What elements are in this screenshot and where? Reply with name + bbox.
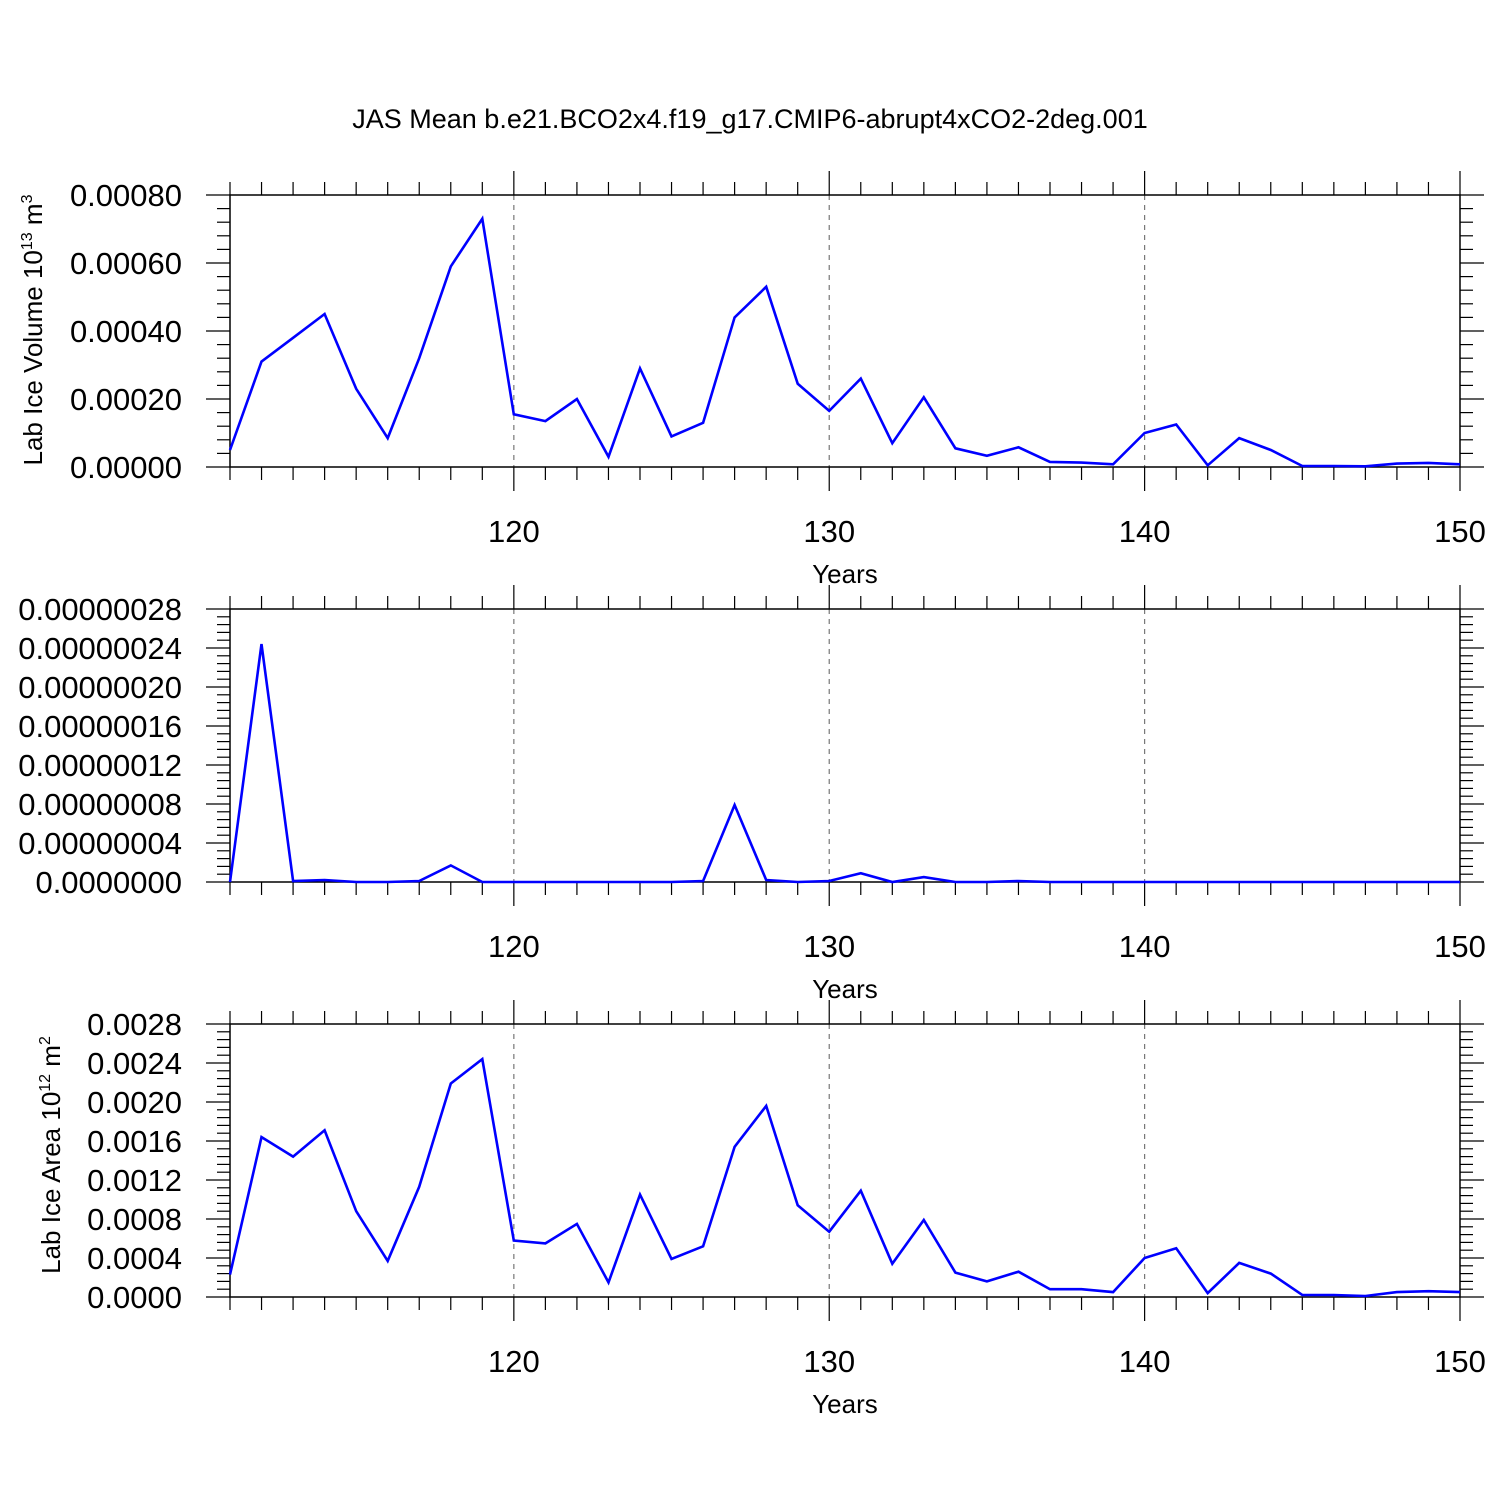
y-tick-label: 0.00000016 bbox=[18, 709, 182, 744]
plot-frame bbox=[229, 194, 1461, 468]
x-tick-label: 140 bbox=[1119, 929, 1171, 964]
y-tick-label: 0.0024 bbox=[87, 1046, 182, 1081]
y-tick-label: 0.00000024 bbox=[18, 631, 182, 666]
y-tick-label: 0.0000 bbox=[87, 1280, 182, 1315]
x-axis-title: Years bbox=[812, 1389, 878, 1419]
series-line bbox=[228, 643, 1460, 884]
panel-3: 120 130 140 150 Years 0.0000 0.0004 0.0008 0.001… bbox=[36, 1000, 1486, 1419]
y-tick-label: 0.00000 bbox=[70, 450, 182, 485]
y-tick-label: 0.0000000 bbox=[35, 865, 182, 900]
plot-frame bbox=[229, 1023, 1461, 1298]
y-tick-label: 0.00040 bbox=[70, 314, 182, 349]
y-tick-label: 0.00000020 bbox=[18, 670, 182, 705]
x-tick-label: 130 bbox=[803, 1344, 855, 1379]
x-tick-label: 130 bbox=[803, 514, 855, 549]
y-tick-label: 0.00000004 bbox=[18, 826, 182, 861]
x-tick-label: 130 bbox=[803, 929, 855, 964]
x-tick-label: 150 bbox=[1434, 1344, 1486, 1379]
x-tick-label: 140 bbox=[1119, 514, 1171, 549]
y-tick-label: 0.0012 bbox=[87, 1163, 182, 1198]
y-tick-label: 0.00000008 bbox=[18, 787, 182, 822]
y-tick-label: 0.00020 bbox=[70, 382, 182, 417]
y-tick-label: 0.0008 bbox=[87, 1202, 182, 1237]
y-axis-title: Lab Ice Area 1012 m2 bbox=[36, 1036, 66, 1274]
x-tick-label: 120 bbox=[488, 929, 540, 964]
y-axis-title: Lab Ice Volume 1013 m3 bbox=[18, 194, 48, 465]
y-tick-label: 0.0004 bbox=[87, 1241, 182, 1276]
y-tick-label: 0.00080 bbox=[70, 178, 182, 213]
y-tick-label: 0.00060 bbox=[70, 246, 182, 281]
x-tick-label: 150 bbox=[1434, 514, 1486, 549]
y-tick-label: 0.00000028 bbox=[18, 592, 182, 627]
chart-title: JAS Mean b.e21.BCO2x4.f19_g17.CMIP6-abru… bbox=[352, 104, 1148, 134]
y-tick-label: 0.00000012 bbox=[18, 748, 182, 783]
panel-2: 120 130 140 150 Years 0.0000000 0.00000004 0.00… bbox=[18, 585, 1486, 1004]
x-axis-title: Years bbox=[812, 974, 878, 1004]
series-line bbox=[228, 1056, 1461, 1298]
y-tick-label: 0.0020 bbox=[87, 1085, 182, 1120]
panel-1: 120 130 140 150 Years 0.00000 0.00020 0.00040 0.… bbox=[18, 171, 1486, 589]
x-tick-label: 120 bbox=[488, 514, 540, 549]
plot-frame bbox=[229, 608, 1461, 883]
x-tick-label: 120 bbox=[488, 1344, 540, 1379]
x-axis-title: Years bbox=[812, 559, 878, 589]
y-tick-label: 0.0028 bbox=[87, 1007, 182, 1042]
series-line bbox=[228, 215, 1461, 468]
x-tick-label: 140 bbox=[1119, 1344, 1171, 1379]
x-tick-label: 150 bbox=[1434, 929, 1486, 964]
y-tick-label: 0.0016 bbox=[87, 1124, 182, 1159]
